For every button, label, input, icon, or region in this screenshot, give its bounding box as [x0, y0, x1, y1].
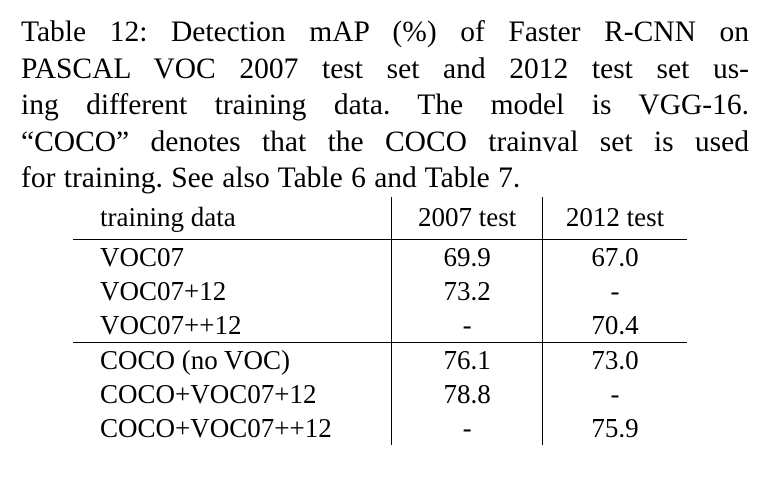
header-2012-test: 2012 test — [541, 197, 687, 240]
table-header-row: training data 2007 test 2012 test — [73, 197, 687, 240]
cell-2007-test: - — [391, 411, 543, 445]
table-row: COCO+VOC07++12 - 75.9 — [73, 411, 687, 445]
cell-2012-test: 73.0 — [541, 342, 687, 377]
table-caption: Table 12: Detection mAP (%) of Faster R-… — [21, 14, 749, 197]
cell-2007-test: 76.1 — [391, 342, 543, 377]
header-2007-test: 2007 test — [391, 197, 543, 240]
caption-line: ing different training data. The model i… — [21, 89, 749, 121]
table-row: VOC07++12 - 70.4 — [73, 308, 687, 343]
cell-2007-test: 69.9 — [391, 239, 543, 274]
cell-training-data: COCO+VOC07++12 — [100, 413, 332, 443]
header-training-data: training data — [73, 197, 392, 240]
cell-2007-test: 73.2 — [391, 274, 543, 308]
cell-2012-test-best: 75.9 — [541, 411, 687, 445]
caption-line: Table 12: Detection mAP (%) of Faster R-… — [21, 16, 749, 48]
results-table: training data 2007 test 2012 test VOC07 … — [73, 197, 687, 445]
cell-training-data: VOC07++12 — [73, 308, 392, 343]
caption-line: for training. See also Table 6 and Table… — [21, 162, 521, 194]
cell-2007-test-best: 78.8 — [391, 377, 543, 411]
cell-2012-test: 67.0 — [541, 239, 687, 274]
cell-2012-test: - — [541, 274, 687, 308]
table-row: VOC07 69.9 67.0 — [73, 239, 687, 274]
table-row: COCO (no VOC) 76.1 73.0 — [73, 342, 687, 377]
cell-training-data: COCO (no VOC) — [100, 345, 291, 375]
cell-training-data: COCO+VOC07+12 — [100, 379, 317, 409]
caption-line: PASCAL VOC 2007 test set and 2012 test s… — [21, 52, 749, 85]
cell-training-data: VOC07+12 — [100, 276, 227, 306]
cell-2012-test: 70.4 — [541, 308, 687, 343]
cell-training-data: VOC07 — [100, 242, 185, 272]
table-row: VOC07+12 73.2 - — [73, 274, 687, 308]
caption-line: “COCO” denotes that the COCO trainval se… — [21, 125, 749, 158]
cell-2007-test: - — [391, 308, 543, 343]
cell-2012-test: - — [541, 377, 687, 411]
table-row: COCO+VOC07+12 78.8 - — [73, 377, 687, 411]
